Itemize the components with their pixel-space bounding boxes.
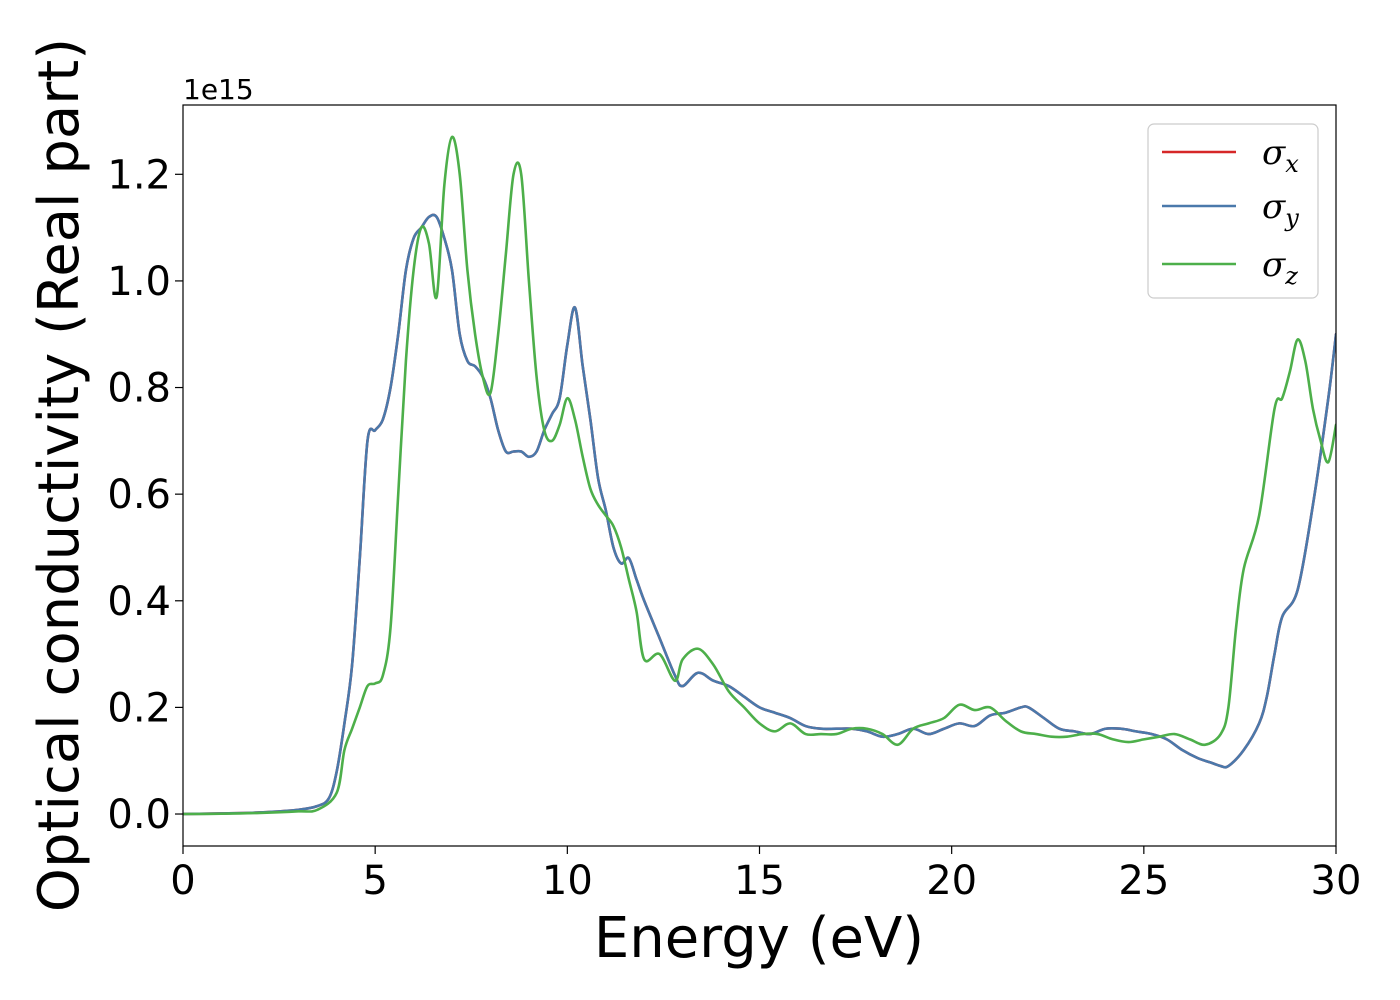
x-tick-label: 15 (734, 858, 785, 904)
y-axis-label: Optical conductivity (Real part) (27, 38, 92, 912)
y-tick-label: 0.0 (107, 792, 171, 838)
y-tick-label: 0.8 (107, 366, 171, 412)
x-axis: 0 5 10 15 20 25 30 (170, 846, 1361, 904)
y-tick-label: 0.6 (107, 472, 171, 518)
x-tick-label: 0 (170, 858, 195, 904)
x-tick-label: 5 (362, 858, 387, 904)
y-offset-label: 1e15 (183, 73, 254, 106)
y-tick-label: 0.4 (107, 579, 171, 625)
x-axis-label: Energy (eV) (594, 906, 924, 971)
x-tick-label: 30 (1311, 858, 1362, 904)
y-tick-label: 0.2 (107, 685, 171, 731)
series-layer (183, 135, 1336, 816)
y-tick-label: 1.0 (107, 259, 171, 305)
x-tick-label: 10 (542, 858, 593, 904)
y-axis: 0.0 0.2 0.4 0.6 0.8 1.0 1.2 (107, 152, 183, 838)
x-tick-label: 25 (1118, 858, 1169, 904)
series-line-z (183, 135, 1336, 816)
x-tick-label: 20 (926, 858, 977, 904)
y-tick-label: 1.2 (107, 152, 171, 198)
series-line-y (183, 213, 1336, 816)
legend-box (1147, 123, 1319, 299)
